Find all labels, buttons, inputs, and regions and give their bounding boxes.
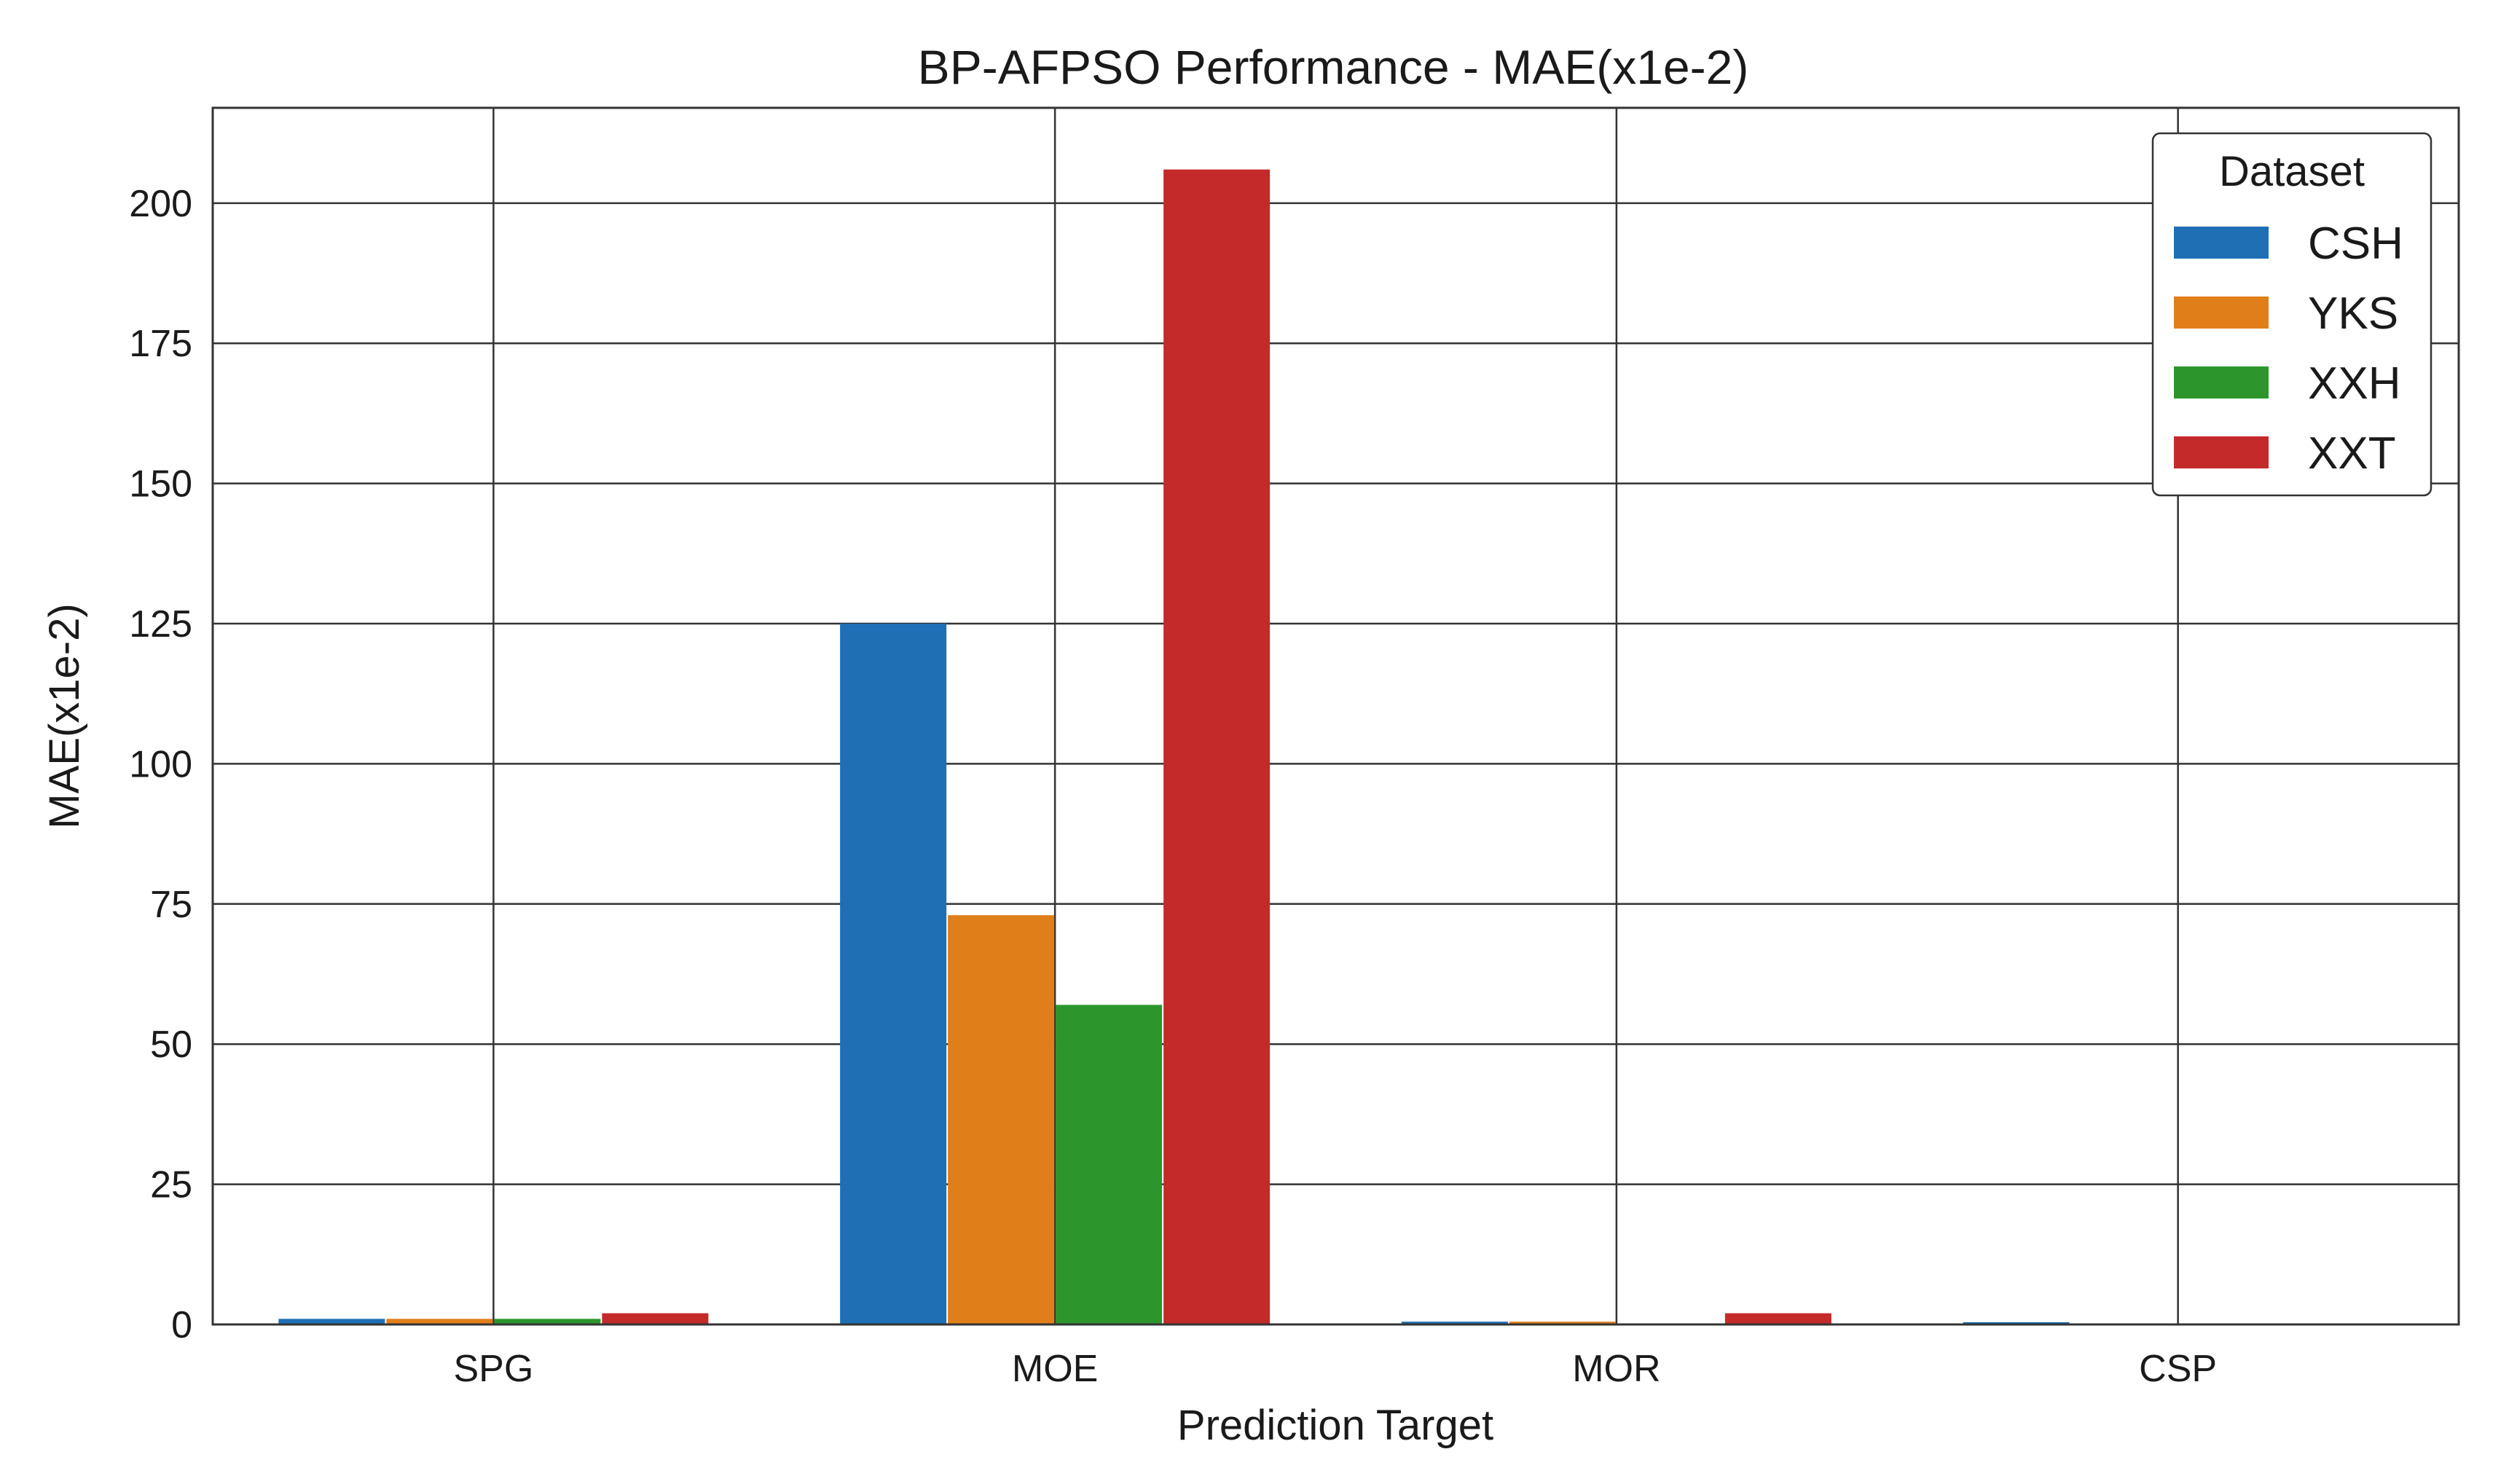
legend-label-xxh: XXH	[2308, 358, 2400, 409]
legend-box	[2151, 132, 2433, 497]
legend: Dataset CSH YKS XXH XXT	[2151, 132, 2433, 497]
legend-swatch-csh	[2174, 227, 2269, 259]
bar-xxt-moe	[1163, 169, 1271, 1324]
bar-yks-mor	[1509, 1322, 1616, 1324]
y-tick-label: 200	[129, 183, 192, 225]
bars	[278, 169, 2070, 1324]
bar-xxh-spg	[494, 1319, 601, 1324]
legend-swatch-yks	[2174, 297, 2269, 329]
x-tick-label: SPG	[453, 1348, 533, 1390]
bar-xxt-mor	[1724, 1313, 1831, 1324]
y-tick-label: 175	[129, 323, 192, 365]
bar-csh-mor	[1401, 1322, 1508, 1324]
legend-label-xxt: XXT	[2308, 428, 2396, 479]
bar-yks-spg	[386, 1319, 493, 1324]
bar-xxh-moe	[1056, 1005, 1163, 1324]
legend-label-yks: YKS	[2308, 288, 2398, 339]
y-tick-label: 25	[150, 1164, 192, 1206]
x-tick-label: MOR	[1572, 1348, 1660, 1390]
bar-yks-moe	[948, 915, 1055, 1324]
y-tick-label: 75	[150, 884, 192, 926]
legend-label-csh: CSH	[2308, 219, 2403, 269]
y-tick-label: 100	[129, 743, 192, 785]
bar-csh-csp	[1963, 1322, 2070, 1324]
legend-swatch-xxt	[2174, 436, 2269, 468]
chart-title: BP-AFPSO Performance - MAE(x1e-2)	[918, 40, 1749, 94]
bar-csh-spg	[278, 1319, 385, 1324]
x-tick-label: CSP	[2139, 1348, 2217, 1390]
legend-swatch-xxh	[2174, 366, 2269, 399]
x-axis-label: Prediction Target	[1177, 1402, 1493, 1449]
legend-items: CSH YKS XXH XXT	[2174, 219, 2403, 479]
x-tick-label: MOE	[1012, 1348, 1098, 1390]
y-tick-label: 125	[129, 603, 192, 645]
bar-csh-moe	[840, 624, 947, 1324]
y-tick-label: 0	[171, 1304, 192, 1346]
y-tick-label: 150	[129, 463, 192, 506]
bar-xxt-spg	[602, 1313, 709, 1324]
legend-title: Dataset	[2219, 148, 2365, 195]
y-tick-label: 50	[150, 1024, 192, 1066]
grid	[213, 108, 2459, 1326]
plot-frame	[211, 106, 2460, 1326]
y-axis: 0 25 50 75 100 125 150 175 200	[129, 183, 192, 1346]
x-axis: SPG MOE MOR CSP	[453, 1348, 2217, 1390]
y-axis-label: MAE(x1e-2)	[41, 603, 88, 828]
